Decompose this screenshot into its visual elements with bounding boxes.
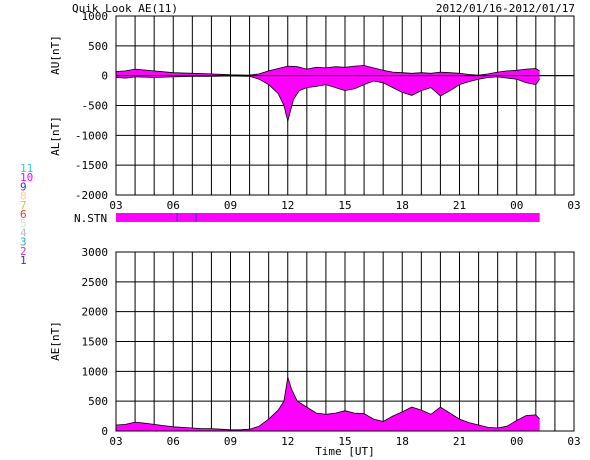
x-tick-label: 03 [109,435,122,448]
date-range: 2012/01/16-2012/01/17 [436,2,575,15]
x-tick-label: 00 [510,435,523,448]
x-tick-label: 06 [167,199,180,212]
station-legend-item: 6 [20,208,27,221]
au-al-data [115,65,574,123]
station-legend-item: 4 [20,226,27,239]
au-al-panel: 1000 500 0 -500 -1000 -1500 -2000 03 06 09 12 15 18… [49,10,581,212]
y-tick-label: 1000 [82,365,109,378]
nstn-panel: N.STN [74,212,540,225]
ae-ylabel: AE[nT] [49,321,62,361]
ae-area [116,377,540,431]
y-tick-label: 3000 [82,246,109,259]
y-tick-label: 0 [101,425,108,438]
x-tick-label: 06 [167,435,180,448]
station-legend-item: 1 [20,254,27,267]
au-line [115,65,540,76]
nstn-bar-group [116,213,540,222]
y-tick-label: -2000 [75,189,108,202]
y-tick-label: -1000 [75,129,108,142]
y-tick-label: 1000 [82,10,109,23]
station-legend-item: 3 [20,236,27,249]
station-legend-item: 11 [20,162,33,175]
x-tick-label: 09 [224,199,237,212]
x-tick-label: 18 [396,435,409,448]
x-tick-label: 21 [453,435,466,448]
ae-frame [115,251,575,432]
ae-y-ticks: 3000 2500 2000 1500 1000 500 0 [82,246,109,438]
ae-line [115,377,540,431]
station-legend-item: 8 [20,190,27,203]
y-tick-label: 2500 [82,276,109,289]
x-tick-label: 03 [109,199,122,212]
x-tick-label: 12 [281,199,294,212]
x-tick-label: 15 [338,435,351,448]
au-al-frame [115,15,575,196]
ae-data [115,377,540,431]
station-legend-item: 7 [20,199,27,212]
y-tick-label: 500 [88,395,108,408]
au-al-x-ticks: 03 06 09 12 15 18 21 00 03 [109,199,580,212]
al-ylabel: AL[nT] [49,116,62,156]
station-legend-item: 10 [20,171,33,184]
nstn-label: N.STN [74,212,107,225]
x-axis-label: Time [UT] [315,445,375,458]
x-tick-label: 12 [281,435,294,448]
y-tick-label: -1500 [75,159,108,172]
y-tick-label: -500 [82,100,109,113]
al-area [116,75,540,121]
y-tick-label: 0 [101,70,108,83]
station-legend-item: 9 [20,180,27,193]
figure-title: Quik Look AE(11) [72,2,178,15]
y-tick-label: 500 [88,40,108,53]
ae-x-ticks: 03 06 09 12 15 18 21 00 03 [109,435,580,448]
x-tick-label: 00 [510,199,523,212]
x-tick-label: 18 [396,199,409,212]
x-tick-label: 15 [338,199,351,212]
x-tick-label: 09 [224,435,237,448]
x-tick-label: 03 [567,435,580,448]
x-tick-label: 03 [567,199,580,212]
au-al-y-ticks: 1000 500 0 -500 -1000 -1500 -2000 [75,10,108,202]
ae-grid [115,251,575,432]
au-al-grid [115,15,575,196]
nstn-bar [116,213,540,222]
au-ylabel: AU[nT] [49,35,62,75]
station-legend-item: 5 [20,217,27,230]
au-area [116,65,540,76]
x-tick-label: 21 [453,199,466,212]
station-legend-item: 2 [20,245,27,258]
y-tick-label: 2000 [82,306,109,319]
y-tick-label: 1500 [82,336,109,349]
